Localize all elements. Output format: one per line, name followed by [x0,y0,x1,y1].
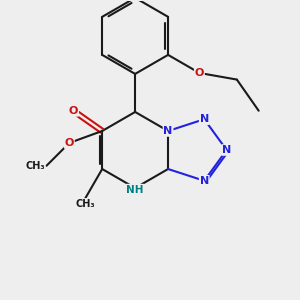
Text: CH₃: CH₃ [25,161,45,171]
Text: NH: NH [126,184,144,194]
Text: CH₃: CH₃ [75,199,95,209]
Text: O: O [195,68,204,78]
Text: N: N [200,176,209,186]
Text: O: O [69,106,78,116]
Text: O: O [64,138,74,148]
Text: N: N [164,126,173,136]
Text: N: N [200,114,209,124]
Text: N: N [222,145,231,155]
